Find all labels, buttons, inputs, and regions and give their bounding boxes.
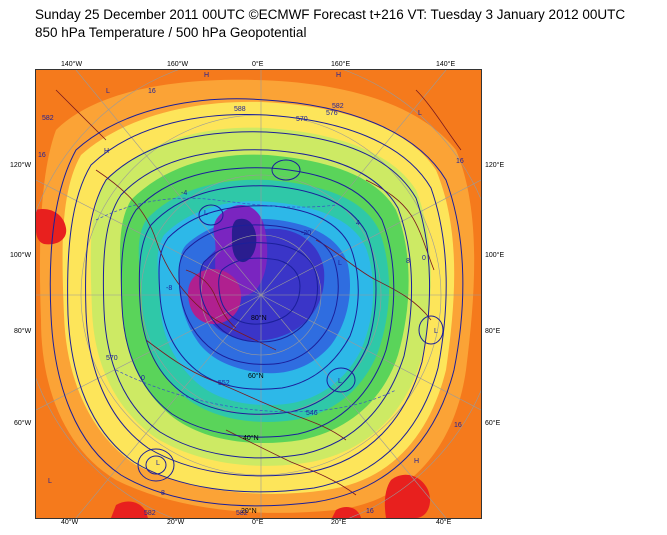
contour-label: 582	[144, 510, 156, 517]
pressure-high-mark: H	[204, 72, 210, 79]
lat-label-20n: 20°N	[241, 508, 257, 515]
lon-label-right: 80°E	[485, 328, 501, 335]
isotherms	[95, 197, 397, 413]
temperature-map-svg	[36, 70, 481, 518]
contour-label: 588	[234, 106, 246, 113]
pressure-low-mark: L	[338, 260, 342, 267]
lon-label-bottom: 20°W	[167, 519, 185, 526]
lon-label-left: 80°W	[14, 328, 32, 335]
fill-red-sw	[111, 501, 148, 518]
lon-label-right: 120°E	[485, 162, 505, 169]
contour-label: 16	[148, 88, 156, 95]
lon-label-top: 160°W	[167, 61, 189, 68]
pressure-low-mark: L	[48, 478, 52, 485]
lon-label-bottom: 0°E	[252, 519, 264, 526]
contour-label: 4	[356, 220, 360, 227]
fill-red-se	[332, 506, 361, 518]
contour-label: 8	[161, 490, 165, 497]
contour-label: 16	[366, 508, 374, 515]
pressure-low-mark: L	[418, 110, 422, 117]
contour-label: 16	[456, 158, 464, 165]
lon-label-bottom: 20°E	[331, 519, 347, 526]
lon-label-left: 100°W	[10, 252, 32, 259]
pressure-high-mark: H	[104, 148, 110, 155]
pressure-low-mark: L	[204, 210, 208, 217]
pressure-high-mark: H	[336, 72, 342, 79]
contour-label: 16	[38, 152, 46, 159]
fill-red-west	[36, 209, 67, 245]
contour-label: 570	[106, 355, 118, 362]
contour-label: 0	[422, 255, 426, 262]
contour-label: 0	[141, 375, 145, 382]
pressure-low-mark: L	[106, 88, 110, 95]
lon-label-right: 60°E	[485, 420, 501, 427]
contour-label: 576	[326, 110, 338, 117]
geopotential-contours	[49, 98, 464, 507]
lat-label-80n: 80°N	[251, 315, 267, 322]
pressure-low-mark: L	[338, 378, 342, 385]
contour-label: 582	[332, 103, 344, 110]
fill-magenta-north	[188, 268, 242, 325]
contour-label: -20	[301, 230, 312, 237]
contour-label: -4	[181, 190, 188, 197]
lon-label-bottom: 40°W	[61, 519, 79, 526]
chart-subtitle: 850 hPa Temperature / 500 hPa Geopotenti…	[35, 25, 307, 40]
lat-label-40n: 40°N	[243, 435, 259, 442]
contour-label: 16	[454, 422, 462, 429]
contour-label: 582	[42, 115, 54, 122]
graticule	[36, 70, 481, 518]
lon-label-bottom: 40°E	[436, 519, 452, 526]
lat-label-60n: 60°N	[248, 373, 264, 380]
contour-label: 546	[306, 410, 318, 417]
lon-label-left: 60°W	[14, 420, 32, 427]
lon-label-top: 140°W	[61, 61, 83, 68]
contour-label: -8	[166, 285, 173, 292]
forecast-map: 140°W 80°N 60°N 40°N 20°N 576 570 588 58…	[35, 69, 482, 519]
fill-deepest	[231, 218, 257, 263]
lon-label-right: 100°E	[485, 252, 505, 259]
contour-label: 8	[406, 258, 410, 265]
chart-title: Sunday 25 December 2011 00UTC ©ECMWF For…	[35, 7, 626, 22]
contour-label: 552	[218, 380, 230, 387]
pressure-low-mark: L	[434, 328, 438, 335]
contour-label: 582	[236, 510, 248, 517]
lon-label-top: 0°E	[252, 61, 264, 68]
lon-label-left: 120°W	[10, 162, 32, 169]
lon-label-top: 140°E	[436, 61, 456, 68]
lon-label-top: 160°E	[331, 61, 351, 68]
pressure-low-mark: L	[156, 460, 160, 467]
pressure-high-mark: H	[414, 458, 420, 465]
contour-label: 570	[296, 116, 308, 123]
